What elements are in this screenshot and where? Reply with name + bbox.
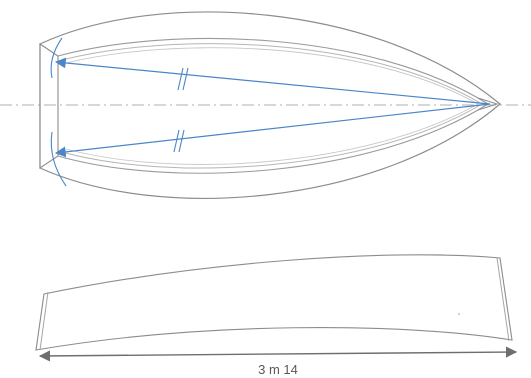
plank-mark	[458, 313, 460, 315]
plank-outline	[35, 254, 513, 351]
transom-outline	[39, 42, 59, 170]
plank-right-edge	[496, 257, 510, 342]
diagonal-arrow-bottom	[54, 103, 491, 158]
plan-view	[0, 11, 531, 199]
diagonal-arrow-top	[54, 57, 491, 105]
hull-inner-outline-2	[61, 43, 483, 169]
bow-tip	[477, 97, 499, 111]
equal-mark-bottom	[173, 129, 185, 153]
dimension-line	[38, 346, 518, 362]
length-dimension: 3 m 14	[38, 346, 518, 377]
hull-inner-outline-3	[65, 47, 479, 165]
side-view	[35, 254, 513, 351]
hull-inner-outline-1	[57, 37, 490, 174]
hull-outer-outline	[39, 11, 501, 199]
stern-arc-bottom	[50, 131, 67, 187]
stern-arc-top	[50, 37, 63, 79]
dimension-label: 3 m 14	[258, 362, 298, 377]
plank-left-edge	[39, 291, 49, 351]
equal-mark-top	[177, 67, 189, 91]
